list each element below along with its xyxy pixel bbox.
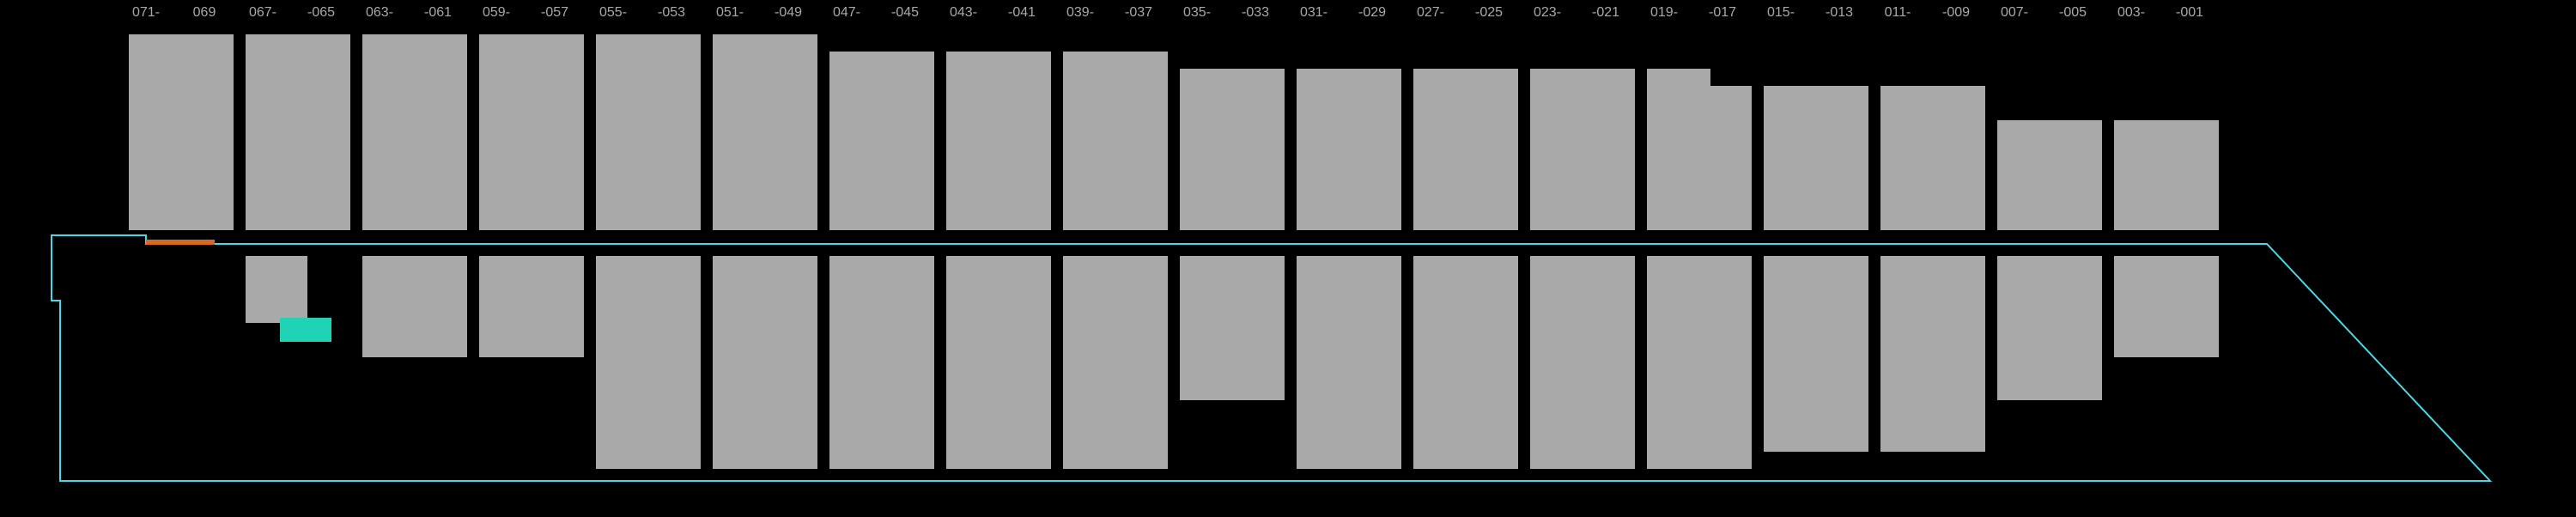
bay-label: -049 <box>762 5 814 21</box>
bay-label: -037 <box>1113 5 1164 21</box>
bay-label: 019- <box>1638 5 1690 21</box>
deck-stack[interactable] <box>713 34 817 230</box>
bay-label: -053 <box>646 5 697 21</box>
bay-label: -009 <box>1930 5 1982 21</box>
bay-label: 011- <box>1872 5 1923 21</box>
bay-label: -033 <box>1230 5 1281 21</box>
deck-stack[interactable] <box>1413 69 1518 230</box>
bay-label: -041 <box>996 5 1048 21</box>
bay-label: 023- <box>1522 5 1573 21</box>
hold-stack[interactable] <box>1997 256 2102 400</box>
bay-label: 043- <box>938 5 989 21</box>
bay-label: 003- <box>2105 5 2157 21</box>
hold-stack[interactable] <box>829 256 934 469</box>
deck-stack[interactable] <box>1180 69 1285 230</box>
deck-stack[interactable] <box>479 34 584 230</box>
hold-stack[interactable] <box>246 256 307 323</box>
bay-label: 007- <box>1989 5 2040 21</box>
bay-label: 027- <box>1405 5 1456 21</box>
hold-stack[interactable] <box>1764 256 1868 452</box>
deck-stack[interactable] <box>1647 86 1752 230</box>
bay-label: 069 <box>179 5 230 21</box>
bay-label: 055- <box>587 5 639 21</box>
bay-label: 051- <box>704 5 756 21</box>
bay-label: -057 <box>529 5 580 21</box>
bay-label: -017 <box>1697 5 1748 21</box>
deck-stack[interactable] <box>946 52 1051 230</box>
deck-stack[interactable] <box>1997 120 2102 230</box>
bay-label: 063- <box>354 5 405 21</box>
hatch-marker <box>146 240 215 245</box>
bay-label: -025 <box>1463 5 1515 21</box>
hold-stack[interactable] <box>1880 256 1985 452</box>
hold-stack[interactable] <box>479 256 584 357</box>
hold-stack[interactable] <box>2114 256 2219 357</box>
bay-label: 047- <box>821 5 872 21</box>
hold-stack[interactable] <box>596 256 701 469</box>
bay-label: 071- <box>120 5 172 21</box>
hold-stack[interactable] <box>1413 256 1518 469</box>
deck-stack[interactable] <box>1297 69 1401 230</box>
hold-stack[interactable] <box>362 256 467 357</box>
bay-label: -045 <box>879 5 931 21</box>
bay-label: -029 <box>1346 5 1398 21</box>
bay-label: -021 <box>1580 5 1631 21</box>
bay-label: -061 <box>412 5 464 21</box>
deck-stack[interactable] <box>596 34 701 230</box>
bay-label: 031- <box>1288 5 1340 21</box>
bay-label: -013 <box>1814 5 1865 21</box>
hold-stack[interactable] <box>1297 256 1401 469</box>
deck-stack[interactable] <box>129 34 234 230</box>
hold-stack[interactable] <box>1530 256 1635 469</box>
deck-stack[interactable] <box>1647 69 1710 86</box>
deck-stack[interactable] <box>2114 120 2219 230</box>
deck-stack[interactable] <box>246 34 350 230</box>
bay-label: 035- <box>1171 5 1223 21</box>
selected-slot[interactable] <box>280 318 331 342</box>
bay-label: 067- <box>237 5 289 21</box>
hold-stack[interactable] <box>1180 256 1285 400</box>
deck-stack[interactable] <box>1063 52 1168 230</box>
bay-label: -001 <box>2164 5 2215 21</box>
bay-label: -005 <box>2047 5 2099 21</box>
deck-stack[interactable] <box>1764 86 1868 230</box>
hold-stack[interactable] <box>1063 256 1168 469</box>
deck-stack[interactable] <box>362 34 467 230</box>
hold-stack[interactable] <box>1647 256 1752 469</box>
bay-label: 059- <box>471 5 522 21</box>
ship-bay-plan: { "canvas": { "width": 3000, "height": 6… <box>0 0 2576 517</box>
bay-label: -065 <box>295 5 347 21</box>
hold-stack[interactable] <box>713 256 817 469</box>
deck-stack[interactable] <box>829 52 934 230</box>
deck-stack[interactable] <box>1880 86 1985 230</box>
bay-label: 039- <box>1054 5 1106 21</box>
hold-stack[interactable] <box>946 256 1051 469</box>
bay-label: 015- <box>1755 5 1807 21</box>
deck-stack[interactable] <box>1530 69 1635 230</box>
